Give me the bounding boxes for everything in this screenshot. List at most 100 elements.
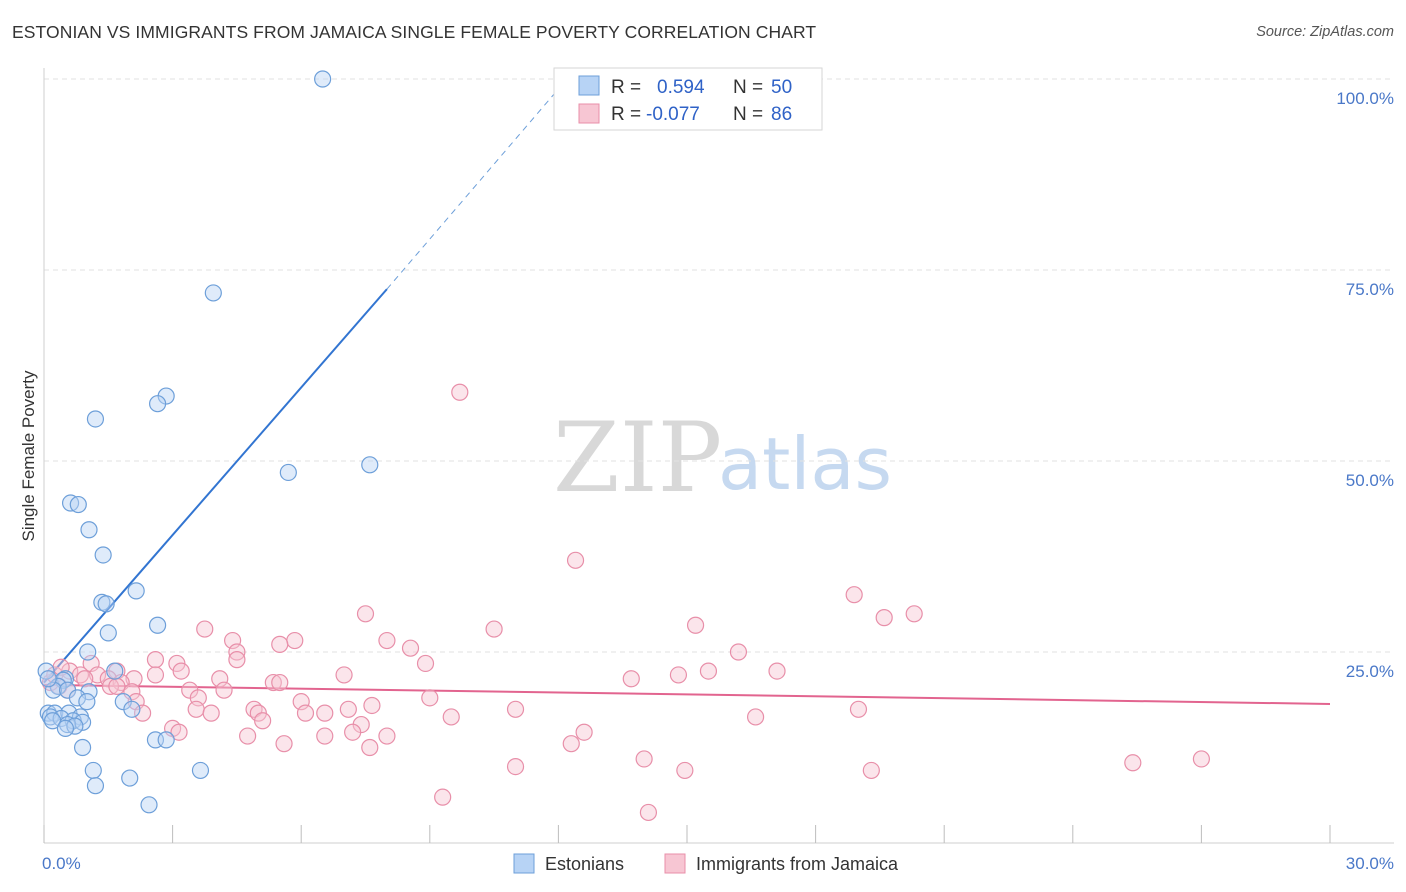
jamaica-point-5 <box>356 605 375 623</box>
y-tick-labels: 25.0% 50.0% 75.0% 100.0% <box>1336 89 1394 681</box>
estonians-point-4 <box>86 410 105 428</box>
jamaica-point-7 <box>686 616 705 634</box>
estonians-point-13 <box>97 595 115 613</box>
legend-swatch-estonians <box>578 75 600 96</box>
jamaica-point-75 <box>506 757 525 776</box>
trend-line-estonians-extension <box>386 78 568 290</box>
y-tick-label-100: 100.0% <box>1336 89 1394 108</box>
estonians-point-6 <box>361 456 379 474</box>
jamaica-point-68 <box>378 727 396 745</box>
jamaica-point-80 <box>1192 750 1211 768</box>
jamaica-point-61 <box>442 708 460 726</box>
x-tick-label-max: 30.0% <box>1346 854 1394 873</box>
legend-n-label-1: N = <box>733 77 763 98</box>
y-tick-label-50: 50.0% <box>1346 471 1394 490</box>
jamaica-point-79 <box>1124 754 1142 772</box>
jamaica-point-19 <box>146 651 165 669</box>
jamaica-point-35 <box>264 673 282 692</box>
estonians-point-17 <box>106 662 124 680</box>
bottom-legend-swatch-jamaica <box>664 853 686 874</box>
jamaica-point-69 <box>575 723 593 741</box>
estonians-point-25 <box>78 693 96 711</box>
estonians-point-47 <box>140 796 158 814</box>
jamaica-point-8 <box>196 620 214 638</box>
jamaica-point-55 <box>296 704 315 722</box>
jamaica-point-0 <box>451 383 469 401</box>
legend-swatch-jamaica <box>578 103 600 124</box>
trend-lines <box>43 78 1331 705</box>
estonians-point-42 <box>73 738 92 757</box>
legend-r-value-1: 0.594 <box>657 77 705 98</box>
estonians-point-43 <box>84 761 102 780</box>
estonians-point-14 <box>99 624 117 642</box>
jamaica-point-32 <box>699 662 718 680</box>
jamaica-point-34 <box>335 666 353 684</box>
series-jamaica-points <box>41 383 1211 822</box>
jamaica-point-72 <box>275 735 293 753</box>
estonians-point-27 <box>123 700 141 718</box>
estonians-point-41 <box>157 731 175 749</box>
estonians-point-3 <box>148 395 167 413</box>
jamaica-point-57 <box>506 700 525 718</box>
jamaica-point-9 <box>286 631 304 650</box>
jamaica-point-42 <box>215 681 233 699</box>
jamaica-point-67 <box>344 723 362 741</box>
source-credit: Source: ZipAtlas.com <box>1256 24 1394 40</box>
estonians-point-49 <box>39 670 57 688</box>
estonians-point-1 <box>204 284 222 302</box>
estonians-point-24 <box>68 689 87 707</box>
jamaica-point-59 <box>133 704 152 722</box>
jamaica-point-82 <box>639 803 658 822</box>
jamaica-point-58 <box>849 700 868 718</box>
axes <box>43 68 1394 844</box>
legend-n-value-1: 50 <box>771 77 792 98</box>
jamaica-point-30 <box>622 670 640 688</box>
x-tick-label-min: 0.0% <box>42 854 81 873</box>
estonians-point-15 <box>148 616 167 634</box>
jamaica-point-10 <box>271 635 289 653</box>
bottom-legend-label-estonians: Estonians <box>545 854 624 874</box>
estonians-point-10 <box>94 546 112 564</box>
jamaica-point-13 <box>401 639 420 657</box>
jamaica-point-31 <box>669 666 688 684</box>
jamaica-point-76 <box>635 750 653 768</box>
jamaica-point-66 <box>316 727 334 745</box>
jamaica-point-24 <box>172 662 190 680</box>
legend-n-label-2: N = <box>733 104 763 125</box>
jamaica-point-60 <box>202 704 220 722</box>
grid-lines <box>44 78 1394 653</box>
estonians-point-36 <box>73 713 92 731</box>
estonians-point-45 <box>191 761 210 780</box>
series-estonians-points <box>37 70 379 814</box>
estonians-point-39 <box>56 719 75 738</box>
bottom-legend-swatch-estonians <box>513 853 535 874</box>
jamaica-point-3 <box>875 609 893 627</box>
jamaica-point-17 <box>416 654 435 673</box>
jamaica-point-47 <box>421 689 439 707</box>
y-tick-label-75: 75.0% <box>1346 280 1394 299</box>
y-axis-title: Single Female Poverty <box>19 370 38 542</box>
series-legend: Estonians Immigrants from Jamaica <box>513 853 899 874</box>
estonians-point-8 <box>69 495 87 514</box>
stats-legend: R = 0.594 N = 50 R = -0.077 N = 86 <box>553 67 823 131</box>
jamaica-point-20 <box>768 662 786 680</box>
legend-r-label-2: R = <box>611 104 641 125</box>
trend-line-estonians <box>43 288 388 684</box>
jamaica-point-77 <box>676 761 694 780</box>
jamaica-point-52 <box>187 700 205 718</box>
jamaica-point-23 <box>146 666 165 684</box>
jamaica-point-28 <box>76 670 94 688</box>
bottom-legend-label-jamaica: Immigrants from Jamaica <box>696 854 899 874</box>
jamaica-point-78 <box>862 761 880 780</box>
watermark-zip: ZIP <box>553 402 722 514</box>
estonians-point-0 <box>314 70 332 88</box>
legend-r-value-2: -0.077 <box>646 104 700 125</box>
jamaica-point-74 <box>562 735 580 753</box>
estonians-point-44 <box>121 769 139 787</box>
jamaica-point-62 <box>746 708 765 726</box>
jamaica-point-81 <box>434 788 452 806</box>
jamaica-point-2 <box>845 586 863 604</box>
jamaica-point-73 <box>361 738 379 757</box>
legend-r-label-1: R = <box>611 77 641 98</box>
